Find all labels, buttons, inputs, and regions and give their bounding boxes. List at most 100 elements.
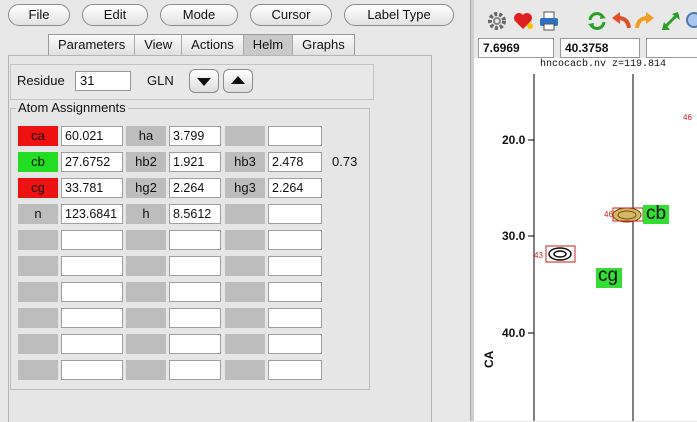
coord-y-field[interactable]: 40.3758 [560, 38, 640, 58]
atom-value-2[interactable] [169, 282, 221, 302]
atom-value-2[interactable] [169, 230, 221, 250]
peak-label-left: 43 [534, 251, 543, 260]
residue-name: GLN [147, 73, 174, 88]
atom-value-3[interactable] [268, 230, 322, 250]
atom-row-score: 0.73 [332, 154, 358, 169]
atom-label-3 [225, 204, 265, 224]
atom-value-3[interactable] [268, 360, 322, 380]
chevron-down-icon [197, 78, 211, 86]
atom-value-1[interactable] [61, 256, 123, 276]
cursor-button[interactable]: Cursor [250, 4, 332, 26]
residue-row: Residue 31 GLN [10, 64, 374, 100]
undo-arrow-icon[interactable] [610, 10, 632, 32]
atom-label-3 [225, 256, 265, 276]
atom-value-3[interactable] [268, 204, 322, 224]
spectrum-plot [528, 74, 669, 421]
tick-label-30: 30.0 [502, 229, 526, 243]
atom-value-1[interactable]: 33.781 [61, 178, 123, 198]
atom-label-1 [18, 230, 58, 250]
spectrum-canvas[interactable]: hncocacb.nv z=119.814 20.0 30.0 40.0 CA … [474, 58, 697, 421]
atom-label-3 [225, 230, 265, 250]
atom-label-3 [225, 126, 265, 146]
expand-icon[interactable] [660, 10, 682, 32]
atom-label-2: hg2 [126, 178, 166, 198]
label-type-button[interactable]: Label Type [344, 4, 454, 26]
atom-label-2 [126, 308, 166, 328]
atom-value-1[interactable]: 123.6841 [61, 204, 123, 224]
tab-actions[interactable]: Actions [182, 35, 244, 55]
atom-value-1[interactable]: 27.6752 [61, 152, 123, 172]
atom-value-2[interactable] [169, 334, 221, 354]
previous-residue-button[interactable] [189, 69, 219, 93]
atom-label-3: hg3 [225, 178, 265, 198]
redo-arrow-icon[interactable] [634, 10, 656, 32]
atom-value-3[interactable] [268, 308, 322, 328]
atom-value-1[interactable] [61, 360, 123, 380]
mode-button[interactable]: Mode [160, 4, 238, 26]
atom-label-2 [126, 360, 166, 380]
tab-parameters[interactable]: Parameters [49, 35, 136, 55]
cb-label-bg [643, 205, 669, 224]
atom-value-1[interactable]: 60.021 [61, 126, 123, 146]
atom-value-2[interactable] [169, 256, 221, 276]
atom-value-2[interactable] [169, 360, 221, 380]
atom-label-3 [225, 334, 265, 354]
atom-label-2: hb2 [126, 152, 166, 172]
print-icon[interactable] [538, 10, 560, 32]
refresh-icon[interactable] [586, 10, 608, 32]
file-button[interactable]: File [8, 4, 70, 26]
spectrum-title: hncocacb.nv z=119.814 [540, 59, 667, 70]
gear-icon[interactable] [486, 10, 508, 32]
atom-label-1 [18, 256, 58, 276]
residue-number-field[interactable]: 31 [75, 71, 131, 91]
favorite-heart-icon[interactable] [512, 10, 534, 32]
tick-label-40: 40.0 [502, 326, 526, 340]
spectrum-window: 7.6969 40.3758 hncocacb.nv z=119.814 20.… [474, 0, 697, 421]
atom-label-1: n [18, 204, 58, 224]
atom-value-1[interactable] [61, 230, 123, 250]
chevron-up-icon [231, 76, 245, 84]
atom-value-3[interactable] [268, 256, 322, 276]
atom-label-1: cb [18, 152, 58, 172]
atom-value-3[interactable]: 2.264 [268, 178, 322, 198]
atom-value-3[interactable] [268, 334, 322, 354]
atom-label-2: ha [126, 126, 166, 146]
atom-label-1 [18, 360, 58, 380]
atom-value-2[interactable]: 1.921 [169, 152, 221, 172]
peak-cb-contour [612, 207, 642, 223]
atom-value-1[interactable] [61, 282, 123, 302]
coord-z-field[interactable] [646, 38, 697, 58]
atom-value-1[interactable] [61, 334, 123, 354]
atom-value-2[interactable] [169, 308, 221, 328]
atom-assignments-box [10, 108, 370, 390]
atom-label-1 [18, 334, 58, 354]
atom-label-3 [225, 308, 265, 328]
axis-label-ca: CA [482, 350, 496, 368]
atom-label-3 [225, 360, 265, 380]
atom-label-1: cg [18, 178, 58, 198]
zoom-icon[interactable] [684, 10, 697, 32]
atom-value-2[interactable]: 2.264 [169, 178, 221, 198]
atom-value-2[interactable]: 8.5612 [169, 204, 221, 224]
tab-view[interactable]: View [135, 35, 183, 55]
peak-cg-box [545, 245, 576, 263]
coord-x-field[interactable]: 7.6969 [478, 38, 554, 58]
split-divider[interactable] [470, 0, 475, 421]
tab-bar: Parameters View Actions Helm Graphs [48, 34, 355, 56]
peak-label-mid: 46 [604, 210, 613, 219]
atom-value-2[interactable]: 3.799 [169, 126, 221, 146]
cg-label-bg [596, 268, 622, 288]
atom-value-3[interactable] [268, 282, 322, 302]
atom-label-1: ca [18, 126, 58, 146]
tab-helm[interactable]: Helm [243, 35, 294, 55]
tab-graphs[interactable]: Graphs [302, 37, 345, 52]
atom-value-3[interactable] [268, 126, 322, 146]
edit-button[interactable]: Edit [82, 4, 148, 26]
atom-value-1[interactable] [61, 308, 123, 328]
atom-label-2 [126, 256, 166, 276]
atom-label-1 [18, 308, 58, 328]
atom-value-3[interactable]: 2.478 [268, 152, 322, 172]
atom-label-2 [126, 282, 166, 302]
next-residue-button[interactable] [223, 69, 253, 93]
residue-label: Residue [17, 73, 65, 88]
